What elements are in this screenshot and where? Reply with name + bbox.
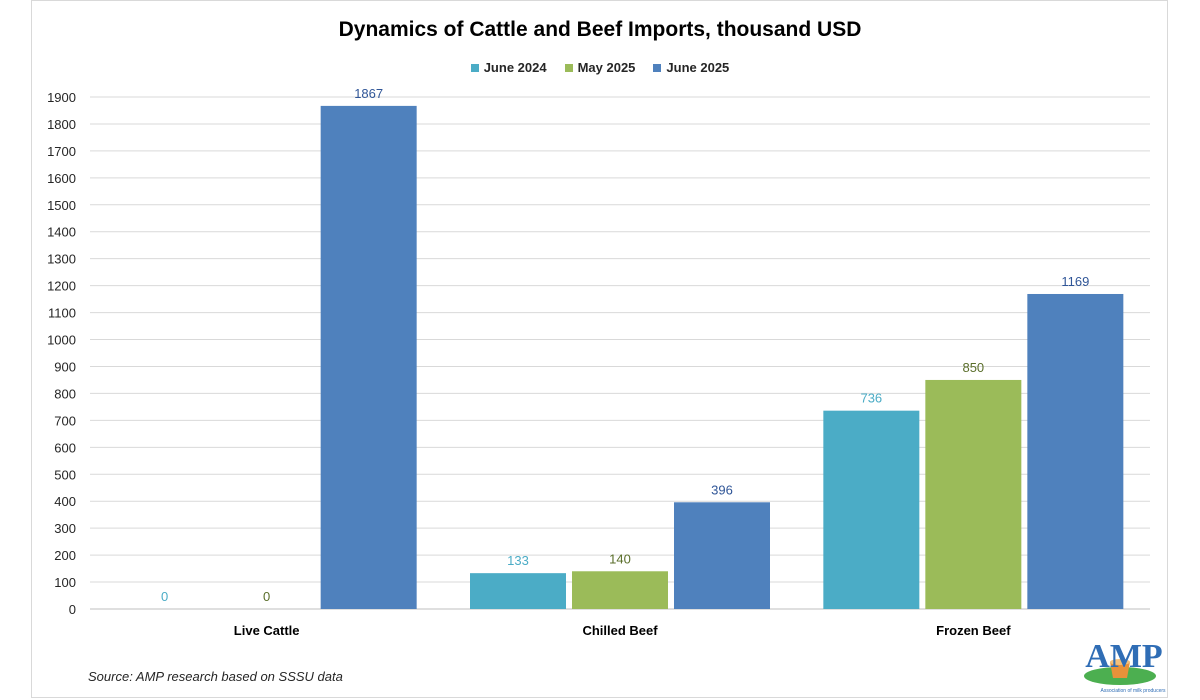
chart-title: Dynamics of Cattle and Beef Imports, tho…	[338, 18, 862, 41]
y-tick-label: 800	[54, 386, 76, 401]
data-label: 396	[711, 482, 733, 497]
category-label: Chilled Beef	[582, 623, 658, 638]
data-label: 736	[860, 391, 882, 406]
logo-text: AMP	[1085, 638, 1162, 675]
y-tick-label: 100	[54, 575, 76, 590]
y-tick-label: 1900	[47, 90, 76, 105]
y-tick-label: 0	[69, 602, 76, 617]
chart-legend: June 2024 May 2025 June 2025	[0, 60, 1200, 75]
bar	[470, 573, 566, 609]
data-label: 1169	[1061, 274, 1089, 289]
category-label: Frozen Beef	[936, 623, 1011, 638]
y-tick-label: 700	[54, 413, 76, 428]
legend-swatch	[470, 63, 479, 72]
y-tick-label: 600	[54, 440, 76, 455]
y-tick-label: 300	[54, 521, 76, 536]
legend-item: May 2025	[564, 60, 636, 75]
bar	[925, 379, 1022, 609]
legend-swatch	[653, 63, 662, 72]
y-tick-label: 1400	[47, 225, 76, 240]
bar	[320, 105, 417, 609]
y-tick-label: 1500	[47, 198, 76, 213]
legend-item: June 2024	[470, 60, 547, 75]
bar	[1027, 293, 1124, 609]
legend-label: June 2025	[666, 60, 730, 75]
y-tick-label: 500	[54, 467, 76, 482]
y-tick-label: 1300	[47, 252, 76, 267]
legend-label: May 2025	[577, 60, 636, 75]
data-label: 850	[962, 360, 984, 375]
y-tick-label: 1100	[48, 306, 76, 321]
data-label: 0	[263, 589, 270, 604]
legend-label: June 2024	[483, 60, 547, 75]
y-tick-label: 400	[54, 494, 76, 509]
legend-item: June 2025	[653, 60, 729, 75]
amp-logo: AMP Association of milk producers	[1084, 638, 1166, 694]
bar	[572, 571, 668, 609]
y-tick-label: 1000	[47, 333, 76, 348]
y-tick-label: 1600	[47, 171, 76, 186]
y-tick-label: 900	[54, 359, 76, 374]
y-tick-label: 1700	[47, 144, 76, 159]
source-note: Source: AMP research based on SSSU data	[88, 669, 343, 684]
data-label: 0	[161, 589, 168, 604]
data-label: 140	[609, 551, 631, 566]
bar	[674, 502, 770, 609]
logo-caption: Association of milk producers	[1100, 688, 1166, 694]
y-tick-label: 1200	[47, 279, 76, 294]
y-tick-label: 200	[54, 548, 76, 563]
bar	[823, 410, 920, 609]
category-label: Live Cattle	[234, 623, 300, 638]
y-tick-label: 1800	[47, 117, 76, 132]
data-label: 1867	[354, 86, 383, 101]
data-label: 133	[507, 553, 529, 568]
legend-swatch	[564, 63, 573, 72]
